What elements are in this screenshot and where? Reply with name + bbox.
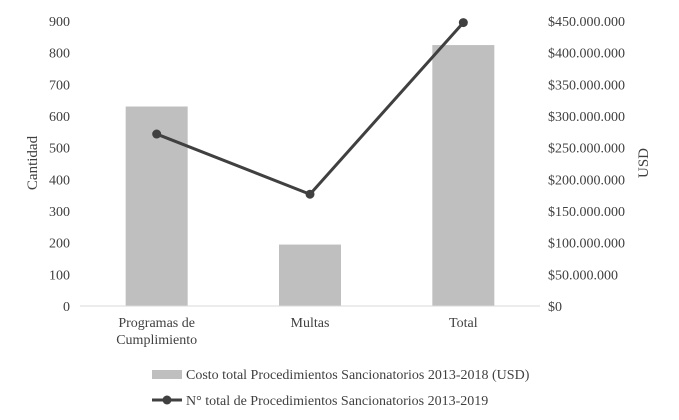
- y-right-tick-label: $200.000.000: [548, 173, 625, 188]
- bar: [279, 244, 341, 306]
- bar: [432, 45, 495, 307]
- y-axis-right-title: USD: [636, 148, 652, 178]
- legend-line-label: N° total de Procedimientos Sancionatorio…: [186, 394, 488, 409]
- x-tick-label: Total: [449, 316, 478, 331]
- right-axis: $0 $50.000.000 $100.000.000 $150.000.000 $20…: [548, 15, 625, 315]
- y-left-tick-label: 500: [49, 142, 70, 157]
- y-left-tick-label: 0: [63, 300, 70, 315]
- y-right-tick-label: $350.000.000: [548, 78, 625, 93]
- line-series: [152, 18, 468, 199]
- y-right-tick-label: $0: [548, 300, 562, 315]
- y-right-tick-label: $100.000.000: [548, 237, 625, 252]
- left-axis: 0 100 200 300 400 500 600 700 800 900: [49, 15, 70, 315]
- y-left-tick-label: 900: [49, 15, 70, 30]
- x-tick-label: Programas de Cumplimiento: [116, 316, 197, 348]
- x-tick-label-line: Total: [449, 316, 478, 331]
- series-line: [156, 21, 465, 196]
- y-right-tick-label: $50.000.000: [548, 268, 618, 283]
- bar-series: [125, 45, 495, 307]
- y-left-tick-label: 200: [49, 237, 70, 252]
- bar: [125, 106, 188, 306]
- y-right-tick-label: $300.000.000: [548, 110, 625, 125]
- y-left-tick-label: 400: [49, 173, 70, 188]
- legend-item-line: N° total de Procedimientos Sancionatorio…: [152, 394, 488, 409]
- y-axis-left-title: Cantidad: [25, 135, 41, 190]
- x-tick-label-line: Programas de: [118, 316, 195, 331]
- x-tick-label: Multas: [291, 316, 330, 331]
- y-left-tick-label: 600: [49, 110, 70, 125]
- legend-bar-swatch: [152, 370, 182, 379]
- x-tick-label-line: Multas: [291, 316, 330, 331]
- legend-item-bar: Costo total Procedimientos Sancionatorio…: [152, 368, 530, 383]
- legend: Costo total Procedimientos Sancionatorio…: [152, 368, 530, 409]
- line-point: [152, 129, 162, 139]
- y-left-tick-label: 300: [49, 205, 70, 220]
- y-right-tick-label: $250.000.000: [548, 142, 625, 157]
- x-tick-label-line: Cumplimiento: [116, 333, 197, 348]
- y-left-tick-label: 800: [49, 47, 70, 62]
- y-left-tick-label: 700: [49, 78, 70, 93]
- y-right-tick-label: $400.000.000: [548, 47, 625, 62]
- y-right-tick-label: $150.000.000: [548, 205, 625, 220]
- legend-bar-label: Costo total Procedimientos Sancionatorio…: [186, 368, 530, 383]
- x-axis-labels: Programas de Cumplimiento Multas Total: [116, 316, 478, 348]
- legend-line-marker: [162, 395, 172, 405]
- y-left-tick-label: 100: [49, 268, 70, 283]
- y-right-tick-label: $450.000.000: [548, 15, 625, 30]
- line-point: [458, 18, 468, 28]
- line-point: [305, 189, 315, 199]
